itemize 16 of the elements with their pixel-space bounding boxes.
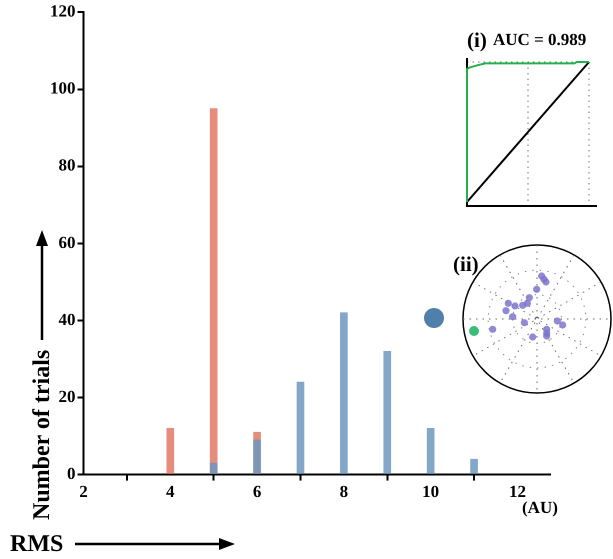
x-tick-label: 8 bbox=[340, 482, 348, 502]
y-tick-label: 60 bbox=[58, 232, 76, 252]
x-tick-label: 2 bbox=[79, 482, 88, 502]
y-tick-label: 0 bbox=[67, 464, 76, 483]
y-tick-label: 20 bbox=[58, 386, 76, 406]
x-axis-title: RMS bbox=[10, 530, 64, 558]
x-tick-label: 6 bbox=[252, 482, 262, 502]
x-tick-label: 10 bbox=[422, 482, 440, 502]
x-tick-label: 4 bbox=[166, 482, 176, 502]
text: (i) bbox=[467, 28, 487, 53]
annotation: AUC = 0.989 bbox=[493, 30, 586, 50]
y-tick-label: 80 bbox=[58, 156, 76, 175]
y-tick-label: 120 bbox=[50, 2, 76, 21]
y-tick-label: 100 bbox=[50, 78, 76, 98]
y-tick-label: 40 bbox=[58, 310, 76, 329]
y-axis-title: Number of trials bbox=[28, 350, 56, 520]
